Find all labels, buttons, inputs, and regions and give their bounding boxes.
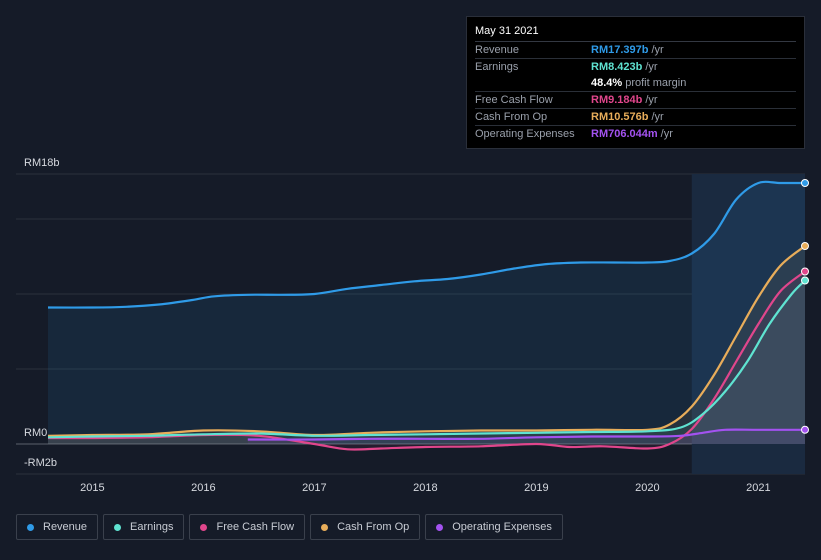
legend-label: Cash From Op <box>337 521 410 533</box>
series-lines <box>47 180 806 451</box>
gridlines <box>16 173 805 475</box>
tooltip-unit: /yr <box>645 61 658 73</box>
legend-item-revenue[interactable]: Revenue <box>16 514 99 540</box>
tooltip-unit: /yr <box>660 128 673 140</box>
tooltip-date: May 31 2021 <box>475 24 796 42</box>
legend-item-earnings[interactable]: Earnings <box>103 514 185 540</box>
legend-label: Earnings <box>130 521 174 533</box>
tooltip-row-cash-from-op: Cash From Op RM10.576b /yr <box>475 109 796 126</box>
tooltip-row-profit-margin: 48.4% profit margin <box>475 75 796 92</box>
x-tick-label: 2019 <box>524 482 548 494</box>
tooltip-value: RM10.576b <box>591 111 649 123</box>
x-tick-label: 2017 <box>302 482 326 494</box>
x-tick-label: 2020 <box>635 482 659 494</box>
legend-label: Revenue <box>43 521 88 533</box>
tooltip-unit: /yr <box>651 44 664 56</box>
legend-dot-icon <box>27 523 34 531</box>
tooltip-label: Revenue <box>475 44 520 56</box>
legend-dot-icon <box>321 523 329 531</box>
profit-margin-text: profit margin <box>625 77 687 89</box>
tooltip-label: Operating Expenses <box>475 128 575 140</box>
legend-item-operating-expenses[interactable]: Operating Expenses <box>425 514 563 540</box>
tooltip-value: RM8.423b <box>591 61 643 73</box>
area-free-cash-flow <box>48 271 805 450</box>
tooltip-value: RM9.184b <box>591 94 643 106</box>
tooltip-label: Cash From Op <box>475 111 548 123</box>
series-end-points <box>801 179 809 434</box>
area-cash-from-op <box>48 246 805 444</box>
tooltip-row-free-cash-flow: Free Cash Flow RM9.184b /yr <box>475 92 796 109</box>
line-earnings <box>47 279 806 439</box>
forecast-highlight-band <box>691 174 805 474</box>
x-tick-label: 2018 <box>413 482 437 494</box>
y-tick-label: RM18b <box>24 157 59 169</box>
x-tick-label: 2015 <box>80 482 104 494</box>
end-point-cash-from-op <box>801 242 809 250</box>
area-earnings <box>48 280 805 444</box>
tooltip-unit: /yr <box>645 94 658 106</box>
tooltip-row-operating-expenses: Operating Expenses RM706.044m /yr <box>475 126 796 142</box>
data-tooltip: May 31 2021 Revenue RM17.397b /yr Earnin… <box>466 16 805 149</box>
tooltip-label: Earnings <box>475 61 519 73</box>
tooltip-row-earnings: Earnings RM8.423b /yr <box>475 59 796 75</box>
tooltip-unit: /yr <box>651 111 664 123</box>
chart-legend: Revenue Earnings Free Cash Flow Cash Fro… <box>16 514 568 540</box>
area-revenue <box>48 181 805 445</box>
end-point-operating-expenses <box>801 425 809 434</box>
y-tick-label: -RM2b <box>24 457 57 469</box>
line-cash-from-op <box>47 245 806 437</box>
profit-margin-value: 48.4% <box>591 77 623 89</box>
y-tick-label: RM0 <box>24 427 47 439</box>
axis-labels: RM18b RM0 -RM2b 2015 2016 2017 2018 2019 2020 202… <box>24 157 771 494</box>
tooltip-row-revenue: Revenue RM17.397b /yr <box>475 42 796 59</box>
legend-dot-icon <box>436 523 444 531</box>
area-operating-expenses <box>247 429 806 444</box>
legend-item-cash-from-op[interactable]: Cash From Op <box>310 514 421 540</box>
x-tick-label: 2016 <box>191 482 215 494</box>
end-point-earnings <box>801 276 809 285</box>
x-tick-label: 2021 <box>746 482 770 494</box>
legend-item-free-cash-flow[interactable]: Free Cash Flow <box>189 514 306 540</box>
line-revenue <box>47 180 805 309</box>
series-areas <box>48 181 806 450</box>
legend-label: Operating Expenses <box>452 521 552 533</box>
legend-label: Free Cash Flow <box>216 521 295 533</box>
legend-dot-icon <box>114 523 122 531</box>
tooltip-label: Free Cash Flow <box>475 94 553 106</box>
end-point-revenue <box>801 179 809 187</box>
end-point-free-cash-flow <box>801 267 809 276</box>
tooltip-value: RM17.397b <box>591 44 649 56</box>
line-operating-expenses <box>247 428 805 441</box>
tooltip-value: RM706.044m <box>591 128 658 140</box>
legend-dot-icon <box>200 523 208 531</box>
